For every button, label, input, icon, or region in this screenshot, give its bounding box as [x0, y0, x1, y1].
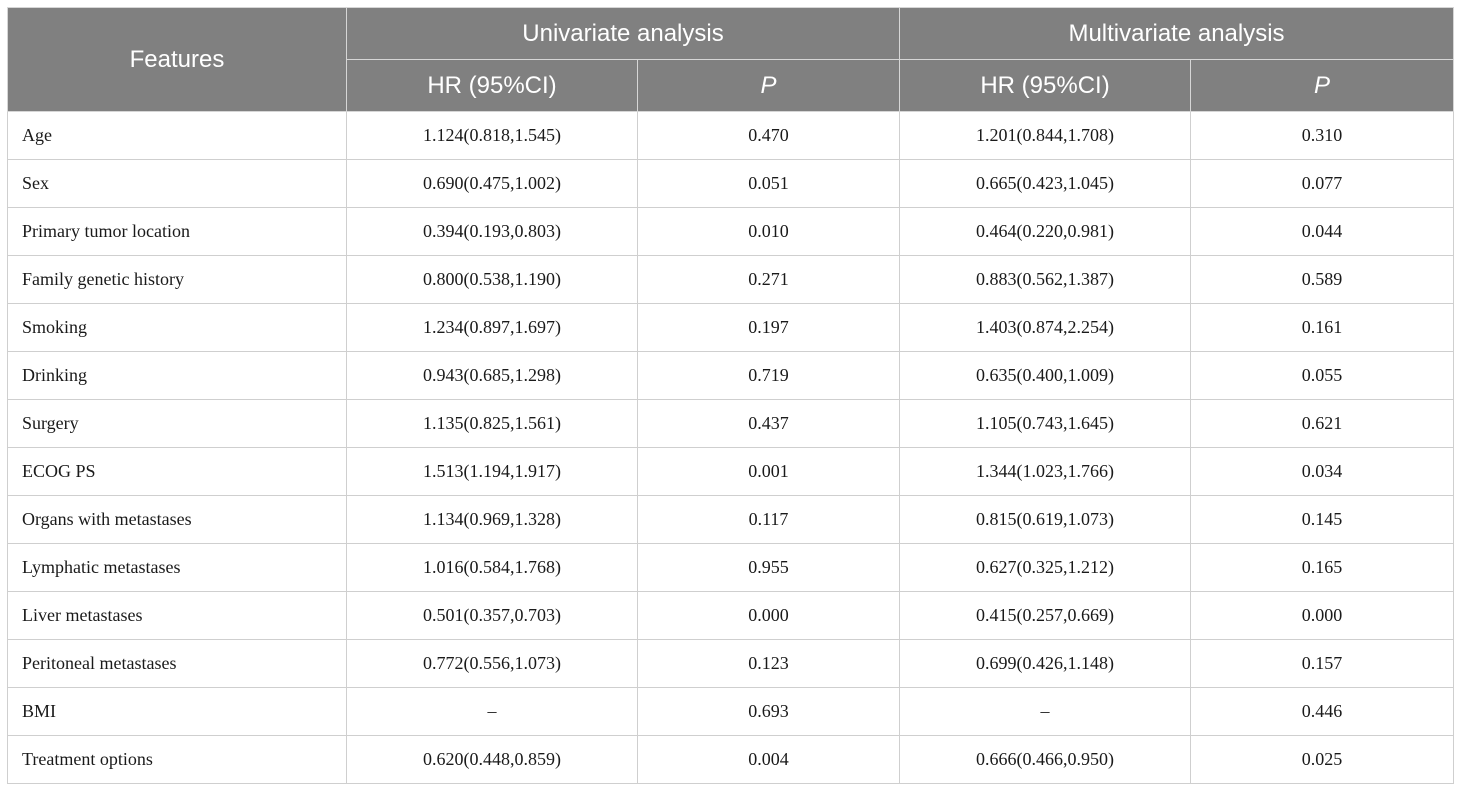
- univariate-hr-cell: 1.134(0.969,1.328): [346, 495, 638, 544]
- feature-cell: Sex: [7, 159, 347, 208]
- feature-cell: Smoking: [7, 303, 347, 352]
- multivariate-hr-cell: 0.415(0.257,0.669): [899, 591, 1192, 640]
- multivariate-p-cell: 0.077: [1190, 159, 1455, 208]
- table-row: Primary tumor location 0.394(0.193,0.803)…: [7, 207, 1455, 256]
- multivariate-hr-cell: 0.464(0.220,0.981): [899, 207, 1192, 256]
- multivariate-p-cell: 0.034: [1190, 447, 1455, 496]
- multivariate-hr-cell: –: [899, 687, 1192, 736]
- multivariate-hr-cell: 0.815(0.619,1.073): [899, 495, 1192, 544]
- univariate-hr-cell: 0.772(0.556,1.073): [346, 639, 638, 688]
- univariate-p-cell: 0.271: [636, 255, 901, 304]
- univariate-hr-cell: 1.135(0.825,1.561): [346, 399, 638, 448]
- feature-cell: Primary tumor location: [7, 207, 347, 256]
- univariate-hr-cell: 0.620(0.448,0.859): [346, 735, 638, 784]
- multivariate-p-cell: 0.000: [1190, 591, 1455, 640]
- multivariate-p-cell: 0.055: [1190, 351, 1455, 400]
- univariate-hr-cell: 0.800(0.538,1.190): [346, 255, 638, 304]
- multivariate-hr-cell: 1.344(1.023,1.766): [899, 447, 1192, 496]
- univariate-hr-cell: 1.513(1.194,1.917): [346, 447, 638, 496]
- table-row: Smoking 1.234(0.897,1.697) 0.197 1.403(0.87…: [7, 303, 1455, 352]
- feature-cell: Liver metastases: [7, 591, 347, 640]
- table-row: Liver metastases 0.501(0.357,0.703) 0.000 0…: [7, 591, 1455, 640]
- multivariate-p-cell: 0.165: [1190, 543, 1455, 592]
- univariate-p-header: P: [636, 59, 901, 112]
- univariate-hr-cell: 1.124(0.818,1.545): [346, 111, 638, 160]
- univariate-hr-cell: 0.501(0.357,0.703): [346, 591, 638, 640]
- multivariate-p-cell: 0.621: [1190, 399, 1455, 448]
- multivariate-p-cell: 0.161: [1190, 303, 1455, 352]
- feature-cell: Surgery: [7, 399, 347, 448]
- feature-cell: ECOG PS: [7, 447, 347, 496]
- multivariate-p-cell: 0.025: [1190, 735, 1455, 784]
- multivariate-hr-cell: 1.201(0.844,1.708): [899, 111, 1192, 160]
- multivariate-hr-cell: 0.627(0.325,1.212): [899, 543, 1192, 592]
- table-row: Age 1.124(0.818,1.545) 0.470 1.201(0.844,1.…: [7, 111, 1455, 160]
- univariate-hr-cell: 0.943(0.685,1.298): [346, 351, 638, 400]
- table-row: ECOG PS 1.513(1.194,1.917) 0.001 1.344(1.02…: [7, 447, 1455, 496]
- multivariate-p-cell: 0.157: [1190, 639, 1455, 688]
- feature-cell: BMI: [7, 687, 347, 736]
- univariate-p-cell: 0.719: [636, 351, 901, 400]
- multivariate-p-cell: 0.145: [1190, 495, 1455, 544]
- table-row: Treatment options 0.620(0.448,0.859) 0.004…: [7, 735, 1455, 784]
- table-header: Features Univariate analysis Multivariat…: [7, 7, 1455, 112]
- univariate-header: Univariate analysis: [345, 7, 901, 60]
- multivariate-p-cell: 0.589: [1190, 255, 1455, 304]
- multivariate-p-cell: 0.044: [1190, 207, 1455, 256]
- multivariate-hr-cell: 0.883(0.562,1.387): [899, 255, 1192, 304]
- feature-cell: Age: [7, 111, 347, 160]
- univariate-p-cell: 0.197: [636, 303, 901, 352]
- multivariate-hr-cell: 0.699(0.426,1.148): [899, 639, 1192, 688]
- univariate-p-cell: 0.001: [636, 447, 901, 496]
- feature-cell: Drinking: [7, 351, 347, 400]
- features-header: Features: [7, 7, 347, 112]
- table-row: BMI –0.693–0.446: [7, 687, 1455, 736]
- feature-cell: Peritoneal metastases: [7, 639, 347, 688]
- multivariate-hr-cell: 1.403(0.874,2.254): [899, 303, 1192, 352]
- univariate-hr-cell: –: [346, 687, 638, 736]
- feature-cell: Organs with metastases: [7, 495, 347, 544]
- table-body: Age 1.124(0.818,1.545) 0.470 1.201(0.844,1.…: [7, 111, 1455, 784]
- feature-cell: Family genetic history: [7, 255, 347, 304]
- univariate-hr-cell: 1.016(0.584,1.768): [346, 543, 638, 592]
- univariate-p-cell: 0.010: [636, 207, 901, 256]
- univariate-p-cell: 0.955: [636, 543, 901, 592]
- univariate-p-cell: 0.117: [636, 495, 901, 544]
- univariate-p-cell: 0.051: [636, 159, 901, 208]
- multivariate-hr-cell: 1.105(0.743,1.645): [899, 399, 1192, 448]
- table-row: Drinking 0.943(0.685,1.298) 0.719 0.635(0.4…: [7, 351, 1455, 400]
- multivariate-p-cell: 0.446: [1190, 687, 1455, 736]
- univariate-p-cell: 0.004: [636, 735, 901, 784]
- table-row: Lymphatic metastases 1.016(0.584,1.768) 0.…: [7, 543, 1455, 592]
- table-row: Organs with metastases 1.134(0.969,1.328)…: [7, 495, 1455, 544]
- multivariate-p-header: P: [1190, 59, 1455, 112]
- multivariate-hr-header: HR (95%CI): [899, 59, 1192, 112]
- feature-cell: Treatment options: [7, 735, 347, 784]
- multivariate-p-cell: 0.310: [1190, 111, 1455, 160]
- table-row: Sex 0.690(0.475,1.002) 0.051 0.665(0.423,1.…: [7, 159, 1455, 208]
- multivariate-header: Multivariate analysis: [899, 7, 1455, 60]
- multivariate-hr-cell: 0.635(0.400,1.009): [899, 351, 1192, 400]
- results-table: Features Univariate analysis Multivariat…: [7, 7, 1455, 784]
- univariate-hr-cell: 0.394(0.193,0.803): [346, 207, 638, 256]
- multivariate-hr-cell: 0.666(0.466,0.950): [899, 735, 1192, 784]
- feature-cell: Lymphatic metastases: [7, 543, 347, 592]
- univariate-p-cell: 0.470: [636, 111, 901, 160]
- table-row: Surgery 1.135(0.825,1.561) 0.437 1.105(0.74…: [7, 399, 1455, 448]
- univariate-hr-cell: 1.234(0.897,1.697): [346, 303, 638, 352]
- univariate-hr-header: HR (95%CI): [346, 59, 638, 112]
- table-row: Peritoneal metastases 0.772(0.556,1.073) 0…: [7, 639, 1455, 688]
- univariate-p-cell: 0.000: [636, 591, 901, 640]
- univariate-p-cell: 0.123: [636, 639, 901, 688]
- univariate-p-cell: 0.437: [636, 399, 901, 448]
- univariate-hr-cell: 0.690(0.475,1.002): [346, 159, 638, 208]
- multivariate-hr-cell: 0.665(0.423,1.045): [899, 159, 1192, 208]
- univariate-p-cell: 0.693: [636, 687, 901, 736]
- table-row: Family genetic history 0.800(0.538,1.190)…: [7, 255, 1455, 304]
